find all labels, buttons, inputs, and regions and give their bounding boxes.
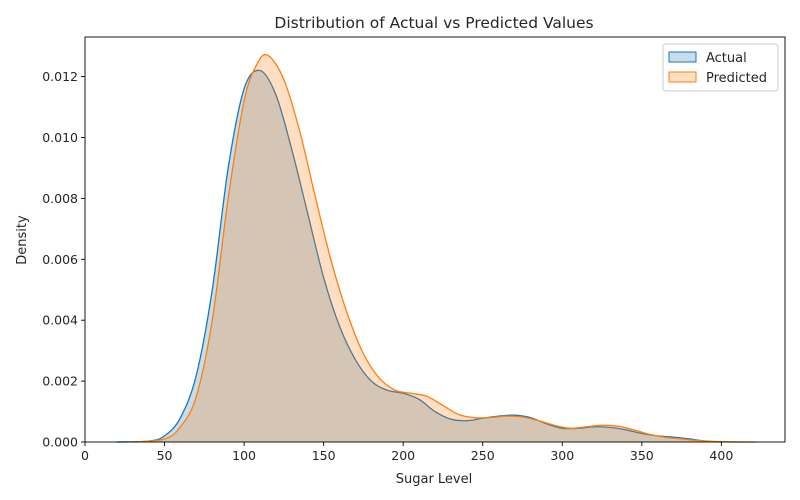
x-tick-label: 350 xyxy=(630,448,654,463)
y-tick-label: 0.002 xyxy=(42,374,78,389)
series-area-predicted xyxy=(132,54,757,443)
plot-area: 0 50 100 150 200 250 300 350 400 0.000 0.002 0.004 0… xyxy=(42,36,786,463)
x-axis-label: Sugar Level xyxy=(396,472,473,487)
x-tick-label: 50 xyxy=(157,448,173,463)
y-tick-label: 0.010 xyxy=(42,130,78,145)
legend-box xyxy=(662,43,779,92)
legend-swatch-predicted xyxy=(668,71,697,83)
y-tick-label: 0.004 xyxy=(42,313,78,328)
chart-title: Distribution of Actual vs Predicted Valu… xyxy=(274,14,593,32)
legend-label-predicted: Predicted xyxy=(706,71,767,86)
x-tick-label: 300 xyxy=(550,448,574,463)
y-tick-label: 0.000 xyxy=(42,435,78,450)
x-tick-label: 250 xyxy=(471,448,495,463)
y-tick-label: 0.008 xyxy=(42,191,78,206)
x-tick-label: 100 xyxy=(232,448,256,463)
series-area-actual xyxy=(116,70,722,443)
y-axis-label: Density xyxy=(15,215,30,265)
x-tick-label: 150 xyxy=(312,448,336,463)
series-line-predicted xyxy=(132,53,757,443)
legend-label-actual: Actual xyxy=(706,51,747,66)
series-line-actual xyxy=(116,69,722,443)
x-tick-label: 0 xyxy=(81,448,89,463)
x-tick-label: 200 xyxy=(391,448,415,463)
y-tick-label: 0.006 xyxy=(42,252,78,267)
axes-frame xyxy=(84,36,786,443)
legend-swatch-actual xyxy=(668,51,697,63)
x-tick-label: 400 xyxy=(709,448,733,463)
y-tick-label: 0.012 xyxy=(42,69,78,84)
legend: Actual Predicted xyxy=(662,43,779,92)
